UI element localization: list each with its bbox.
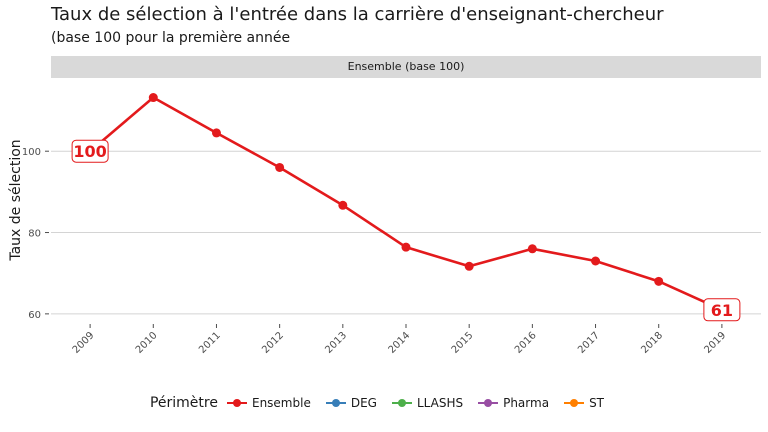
x-tick-label: 2018 xyxy=(639,330,665,356)
legend-item: Pharma xyxy=(477,396,549,410)
x-tick-label: 2010 xyxy=(134,330,160,356)
legend-label: Pharma xyxy=(503,396,550,410)
chart-title: Taux de sélection à l'entrée dans la car… xyxy=(51,4,664,25)
x-tick-label: 2015 xyxy=(450,330,476,356)
x-tick-label: 2011 xyxy=(197,330,223,356)
legend-label: Ensemble xyxy=(251,396,311,410)
legend-item: Ensemble xyxy=(226,396,311,410)
data-label-box xyxy=(703,298,741,322)
legend-label: ST xyxy=(589,396,605,410)
y-tick-label: 100 xyxy=(22,147,41,158)
legend-key-icon xyxy=(477,396,499,410)
x-tick-label: 2009 xyxy=(71,330,97,356)
y-tick-label: 60 xyxy=(28,310,41,321)
legend-item: DEG xyxy=(325,396,377,410)
legend-key-icon xyxy=(391,396,413,410)
legend-key-icon xyxy=(325,396,347,410)
facet-strip-label: Ensemble (base 100) xyxy=(51,56,761,78)
data-label-box xyxy=(71,139,109,163)
legend-key-icon xyxy=(563,396,585,410)
data-point xyxy=(591,256,601,266)
legend-key-icon xyxy=(226,396,248,410)
x-tick-label: 2013 xyxy=(323,330,349,356)
x-tick-label: 2016 xyxy=(513,330,539,356)
x-tick-label: 2012 xyxy=(260,330,286,356)
legend-item: LLASHS xyxy=(391,396,463,410)
x-tick-label: 2014 xyxy=(387,330,413,356)
legend: Périmètre Ensemble DEG LLASHS Pharma ST xyxy=(0,395,768,411)
legend-label: DEG xyxy=(350,396,377,410)
series-line-ensemble xyxy=(89,96,723,311)
data-point xyxy=(654,276,664,286)
x-tick-label: 2017 xyxy=(576,330,602,356)
data-label: 100 xyxy=(73,142,106,161)
data-point xyxy=(148,93,158,103)
data-point xyxy=(527,244,537,254)
data-point xyxy=(464,261,474,271)
data-label: 61 xyxy=(711,301,733,320)
data-point xyxy=(338,200,348,210)
y-tick-label: 80 xyxy=(28,229,41,240)
data-point xyxy=(211,128,221,138)
data-point xyxy=(401,242,411,252)
legend-label: LLASHS xyxy=(416,396,464,410)
x-tick-label: 2019 xyxy=(702,330,728,356)
legend-item: ST xyxy=(563,396,604,410)
data-point xyxy=(275,162,285,172)
legend-title: Périmètre xyxy=(149,395,218,411)
chart-subtitle: (base 100 pour la première année xyxy=(51,30,291,46)
